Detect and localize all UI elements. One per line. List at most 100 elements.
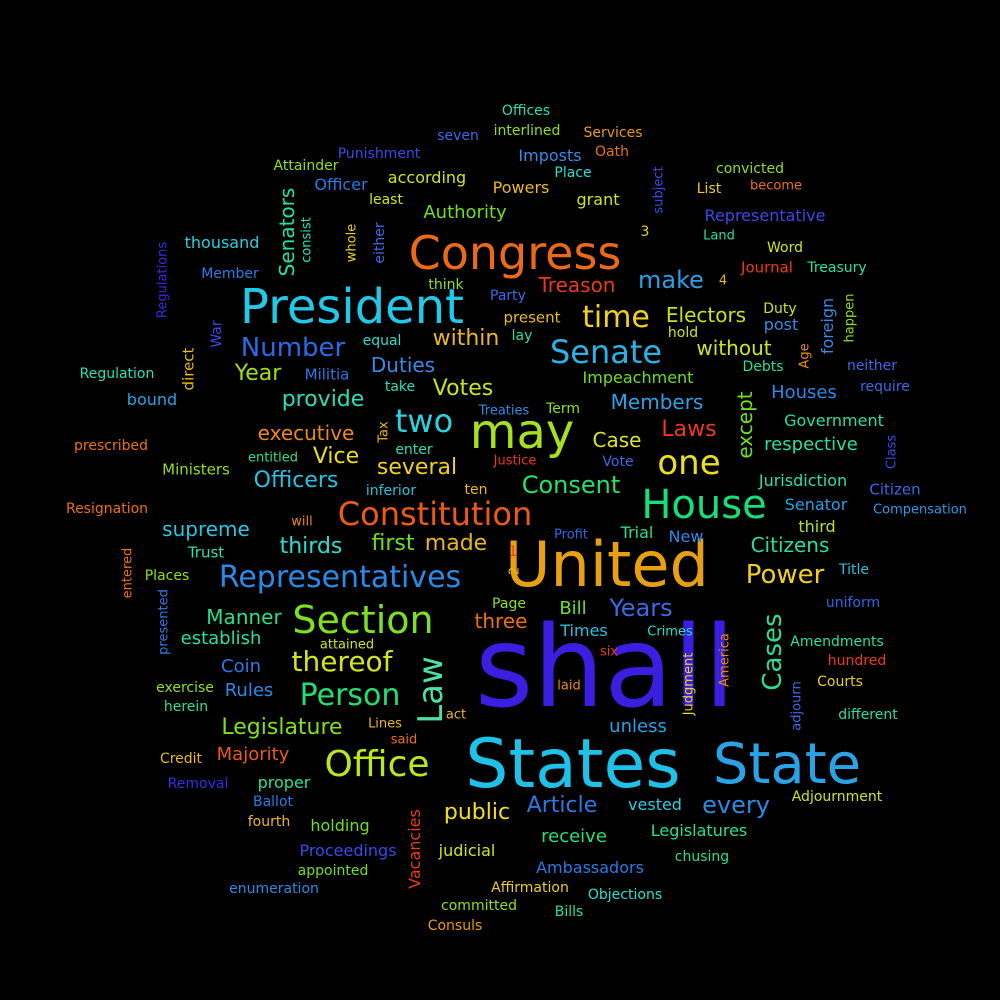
- word: Regulation: [79, 366, 155, 382]
- word: Manner: [206, 605, 282, 629]
- word: establish: [180, 628, 262, 649]
- word: Times: [560, 621, 608, 640]
- word: Trial: [620, 523, 654, 542]
- word: executive: [257, 421, 355, 445]
- word: Ministers: [162, 460, 230, 479]
- word: direct: [179, 347, 198, 391]
- word: third: [798, 517, 836, 536]
- word: provide: [281, 387, 365, 412]
- word: Case: [592, 428, 642, 452]
- word: Majority: [216, 744, 290, 765]
- word: America: [717, 633, 733, 687]
- word: Judgment: [681, 652, 697, 716]
- word: Cases: [758, 613, 788, 691]
- word: Representative: [704, 206, 826, 225]
- word: ten: [464, 482, 488, 498]
- word: Laws: [661, 417, 717, 442]
- word: 3: [640, 224, 650, 240]
- word: committed: [441, 898, 517, 914]
- word: Land: [703, 228, 735, 244]
- word: except: [733, 391, 757, 459]
- word: United: [505, 528, 709, 601]
- word: Rules: [224, 680, 274, 701]
- word: two: [394, 402, 454, 440]
- word: Consent: [521, 471, 621, 499]
- word: Member: [201, 266, 259, 282]
- word: public: [443, 800, 511, 825]
- word: Regulations: [155, 241, 171, 319]
- word: consist: [299, 217, 315, 263]
- word: thereof: [291, 645, 393, 678]
- word: Bills: [554, 904, 584, 920]
- word: Class: [884, 434, 900, 470]
- word: Congress: [408, 226, 622, 280]
- word: Votes: [432, 376, 494, 401]
- word: enter: [395, 442, 433, 458]
- word: Term: [546, 401, 580, 417]
- word: laid: [557, 678, 581, 694]
- word: judicial: [438, 841, 496, 860]
- word: Citizens: [750, 533, 830, 557]
- word: List: [696, 181, 722, 197]
- word: Coin: [221, 656, 261, 677]
- word: New: [668, 527, 704, 546]
- word: Impeachment: [582, 368, 694, 387]
- word: Tax: [376, 421, 392, 443]
- word: think: [428, 277, 464, 293]
- word: enumeration: [229, 881, 319, 897]
- word: Senate: [549, 333, 663, 371]
- word: Ambassadors: [536, 858, 644, 877]
- word: least: [369, 192, 403, 208]
- word: Adjournment: [791, 789, 883, 805]
- word: shall: [474, 603, 736, 733]
- word: Justice: [493, 453, 537, 469]
- word: seven: [437, 128, 479, 144]
- word: Credit: [159, 751, 203, 767]
- word: convicted: [716, 161, 784, 177]
- word: Party: [490, 288, 526, 304]
- word: prescribed: [74, 438, 148, 454]
- word: Treaties: [478, 403, 530, 419]
- word: Citizen: [869, 480, 921, 499]
- word: Courts: [817, 674, 863, 690]
- word: hundred: [827, 653, 887, 669]
- word: proper: [257, 773, 311, 792]
- word: Years: [609, 594, 673, 622]
- word: Government: [784, 411, 884, 430]
- word: respective: [764, 434, 858, 455]
- word: Proceedings: [299, 841, 397, 860]
- word: Article: [526, 793, 598, 818]
- word: Services: [583, 125, 643, 141]
- word: either: [372, 222, 388, 264]
- word: supreme: [162, 517, 250, 541]
- word: Houses: [771, 382, 837, 403]
- word: receive: [541, 826, 607, 847]
- word: Senator: [784, 495, 848, 514]
- word: thirds: [279, 534, 343, 559]
- word: within: [432, 326, 500, 351]
- word: will: [291, 514, 313, 530]
- word: Ballot: [252, 794, 294, 810]
- word: time: [582, 300, 650, 335]
- word: Powers: [492, 178, 550, 197]
- word: holding: [310, 816, 370, 835]
- word: Authority: [423, 202, 507, 223]
- word: 2: [507, 566, 523, 576]
- word: several: [376, 455, 458, 480]
- word: Trust: [187, 543, 225, 562]
- word: Crimes: [647, 624, 693, 640]
- word: Representatives: [218, 560, 462, 595]
- word: fourth: [247, 814, 291, 830]
- word: Age: [797, 343, 813, 369]
- word: uniform: [825, 595, 881, 611]
- word: Resignation: [65, 501, 149, 517]
- word: happen: [842, 293, 858, 343]
- word: herein: [163, 699, 209, 715]
- word: Bill: [559, 598, 587, 619]
- word: Senators: [275, 187, 299, 277]
- word: Debts: [742, 359, 784, 375]
- word: Legislature: [221, 715, 343, 740]
- word: Place: [554, 165, 592, 181]
- word: neither: [846, 358, 898, 374]
- word: interlined: [493, 123, 561, 139]
